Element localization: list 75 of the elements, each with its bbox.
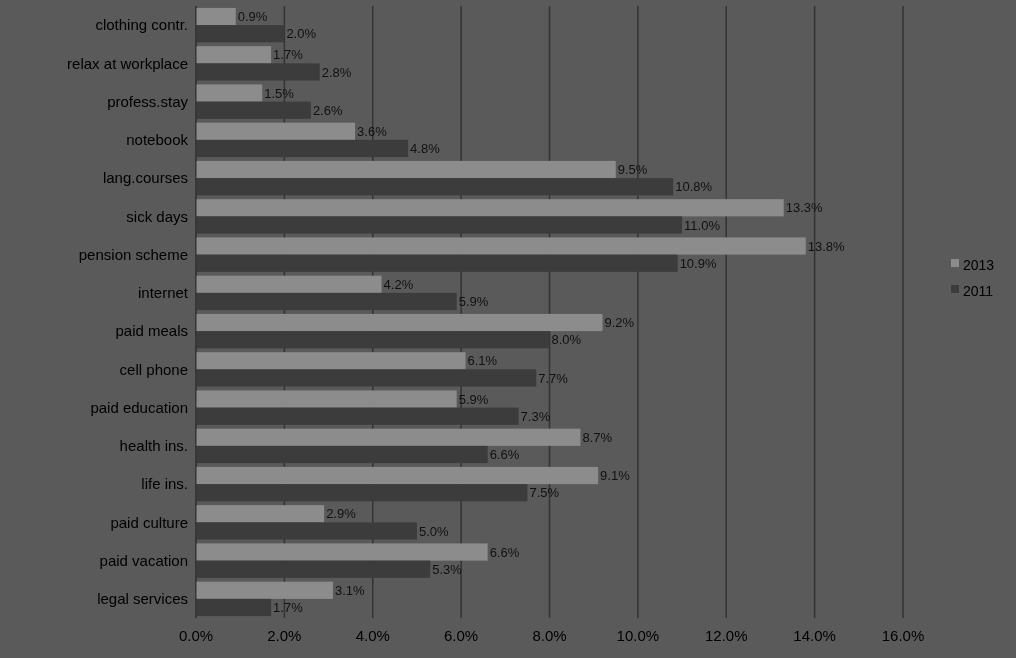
bar [196,428,581,446]
data-label: 6.6% [489,544,520,560]
bar [196,237,806,255]
y-tick-label: paid culture [110,513,188,531]
data-label: 6.6% [489,447,520,463]
bar [196,199,784,217]
y-tick-label: cell phone [119,360,188,378]
data-label: 1.7% [273,47,304,63]
x-tick-label: 6.0% [444,627,479,644]
x-tick-label: 4.0% [355,627,390,644]
legend-label: 2013 [963,256,995,273]
bar [196,7,236,26]
data-label: 7.3% [520,408,551,424]
legend-label: 2011 [963,282,994,299]
x-tick-label: 10.0% [616,627,660,644]
y-tick-label: life ins. [141,475,188,493]
data-label: 3.6% [357,123,388,139]
data-label: 5.0% [418,523,450,539]
x-tick-label: 12.0% [704,627,748,644]
data-label: 7.7% [538,370,569,386]
data-label: 7.5% [529,485,560,501]
y-tick-label: paid vacation [99,551,188,569]
data-label: 1.5% [264,85,295,101]
x-tick-label: 14.0% [793,627,836,644]
data-label: 10.9% [679,255,717,271]
data-label: 6.1% [467,353,498,369]
bar [196,543,488,561]
data-label: 13.8% [807,238,846,254]
bar [196,313,603,332]
data-label: 5.9% [458,391,489,407]
y-tick-label: pension scheme [78,245,188,263]
x-tick-label: 16.0% [881,627,925,644]
data-label: 13.3% [785,200,823,216]
bar [196,352,466,370]
bar [196,466,599,485]
data-label: 0.9% [237,9,268,25]
bar [196,122,356,140]
data-label: 8.7% [582,429,613,445]
y-tick-label: profess.stay [107,92,189,110]
bar [196,160,616,179]
bar [196,505,325,523]
x-tick-label: 8.0% [532,627,567,644]
data-label: 2.8% [321,64,352,80]
bar [196,275,382,293]
data-label: 11.0% [684,217,721,233]
y-tick-label: notebook [126,131,189,149]
data-label: 3.1% [334,582,366,598]
y-tick-label: health ins. [119,437,188,455]
bar [196,46,272,64]
data-label: 5.9% [458,294,489,310]
y-tick-label: internet [137,284,189,302]
data-label: 2.9% [326,506,357,522]
data-label: 2.0% [286,26,317,42]
data-label: 5.3% [432,561,463,577]
y-tick-label: lang.courses [102,169,188,187]
x-tick-label: 2.0% [267,627,302,644]
y-tick-label: clothing contr. [95,16,188,34]
y-tick-label: sick days [126,207,188,225]
data-label: 9.5% [617,162,648,178]
data-label: 9.1% [600,468,631,484]
y-tick-label: relax at workplace [67,54,188,72]
data-label: 1.7% [273,600,304,616]
data-label: 8.0% [551,332,582,348]
data-label: 9.2% [604,315,635,331]
bar [196,84,263,102]
bar [196,390,457,408]
bar [196,581,333,599]
data-label: 10.8% [675,179,713,195]
data-label: 4.2% [383,276,414,292]
data-label: 4.8% [410,141,441,157]
x-tick-label: 0.0% [178,627,214,644]
data-label: 2.6% [312,102,343,118]
y-tick-label: paid meals [115,322,188,340]
y-tick-label: paid education [90,398,188,416]
y-tick-label: legal services [97,590,188,608]
